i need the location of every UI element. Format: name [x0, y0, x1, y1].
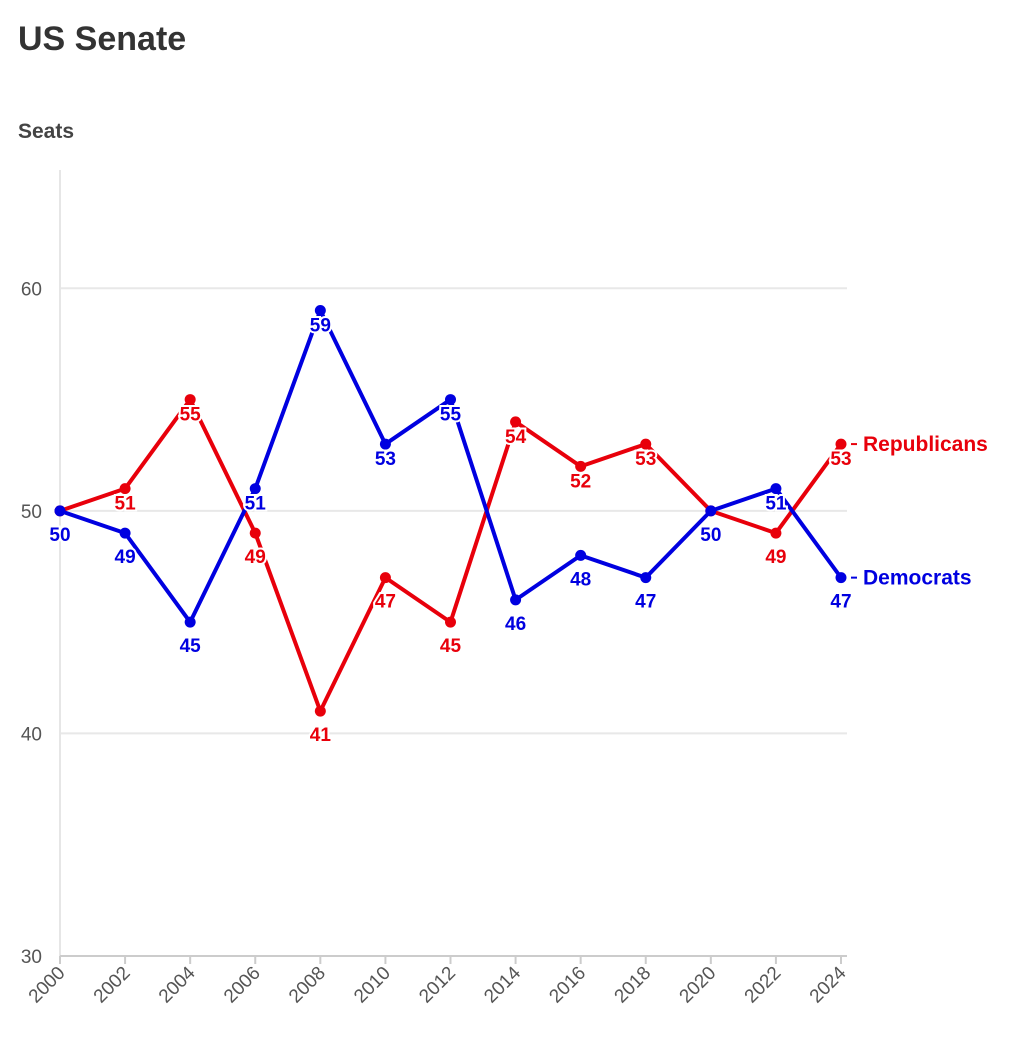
data-point[interactable]: [249, 483, 261, 495]
data-label: 49: [245, 547, 266, 568]
data-point[interactable]: [575, 460, 587, 472]
data-label: 47: [635, 592, 656, 613]
y-tick-label: 40: [21, 724, 42, 745]
series-republicans: 50 51 55 49 41 47 45 54 52 53 50 49 53 Republicans: [47, 394, 988, 748]
data-point[interactable]: [640, 572, 652, 584]
data-point[interactable]: [119, 483, 131, 495]
data-label: 50: [700, 525, 721, 546]
data-point[interactable]: [835, 438, 847, 450]
data-label: 50: [49, 525, 70, 546]
x-tick-label: 2022: [741, 963, 786, 1008]
data-label: 45: [180, 636, 202, 657]
x-tick-label: 2010: [350, 963, 395, 1008]
x-tick-label: 2018: [611, 963, 656, 1008]
y-axis-ticks: 30 40 50 60: [21, 279, 42, 968]
y-tick-label: 50: [21, 502, 42, 523]
data-point[interactable]: [184, 394, 196, 406]
data-point[interactable]: [249, 527, 261, 539]
data-label: 45: [440, 636, 462, 657]
y-tick-label: 30: [21, 947, 42, 968]
x-tick-label: 2008: [285, 963, 330, 1008]
data-point[interactable]: [770, 527, 782, 539]
data-point[interactable]: [640, 438, 652, 450]
data-point[interactable]: [770, 483, 782, 495]
data-label: 52: [570, 471, 591, 492]
data-label: 41: [310, 725, 332, 746]
x-tick-label: 2016: [545, 963, 590, 1008]
data-point[interactable]: [445, 616, 456, 628]
data-label: 51: [115, 494, 137, 515]
data-point[interactable]: [445, 394, 456, 406]
data-point[interactable]: [575, 549, 587, 561]
grid-lines: [60, 287, 847, 735]
x-axis-ticks: 2000 2002 2004 2006 2008 2010 2012 2014 2016 2018…: [25, 956, 851, 1007]
data-point[interactable]: [184, 616, 196, 628]
series-name-label: Democrats: [863, 567, 972, 590]
data-point[interactable]: [835, 572, 847, 584]
data-label: 53: [375, 449, 396, 470]
data-label: 46: [505, 614, 526, 635]
data-point[interactable]: [119, 527, 131, 539]
data-label: 59: [310, 316, 331, 337]
x-tick-label: 2004: [155, 962, 200, 1007]
data-point[interactable]: [510, 416, 522, 428]
data-label: 50: [49, 525, 70, 546]
data-label: 54: [505, 427, 527, 448]
y-tick-label: 60: [21, 279, 42, 300]
x-tick-label: 2006: [220, 963, 265, 1008]
y-axis-title: Seats: [18, 120, 74, 143]
data-label: 48: [570, 569, 591, 590]
data-point[interactable]: [379, 572, 391, 584]
series-line: [58, 397, 843, 714]
x-tick-label: 2014: [480, 962, 525, 1007]
data-point[interactable]: [705, 505, 717, 517]
data-label: 49: [115, 547, 136, 568]
data-point[interactable]: [314, 305, 326, 317]
data-point[interactable]: [379, 438, 391, 450]
data-label: 50: [700, 525, 721, 546]
data-point[interactable]: [54, 505, 66, 517]
chart-title: US Senate: [18, 20, 187, 58]
data-point[interactable]: [314, 705, 326, 717]
data-label: 53: [830, 449, 851, 470]
x-tick-label: 2002: [90, 963, 135, 1008]
data-point[interactable]: [510, 594, 522, 606]
data-label: 49: [765, 547, 786, 568]
series-line: [58, 308, 843, 625]
series-democrats: 50 49 45 51 59 53 55 46 48 47 50 51 47 Democrats: [47, 305, 972, 659]
series-name-label: Republicans: [863, 433, 988, 456]
data-label: 47: [375, 592, 396, 613]
x-tick-label: 2020: [676, 963, 721, 1008]
data-label: 55: [440, 405, 462, 426]
data-label: 51: [765, 494, 787, 515]
data-label: 51: [245, 494, 267, 515]
data-label: 53: [635, 449, 656, 470]
data-label: 55: [180, 405, 202, 426]
x-tick-label: 2000: [25, 963, 70, 1008]
x-tick-label: 2024: [806, 962, 851, 1007]
x-tick-label: 2012: [415, 963, 460, 1008]
data-label: 47: [830, 592, 851, 613]
